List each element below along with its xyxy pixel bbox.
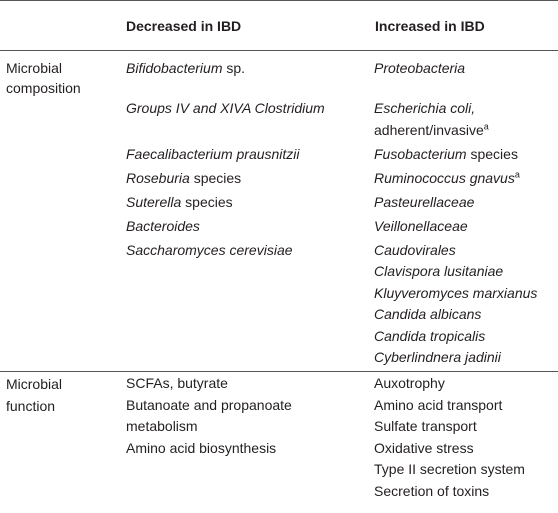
text-segment: sp. [222, 60, 246, 76]
table-cell: SCFAs, butyrate Butanoate and propanoate … [120, 373, 351, 505]
table-cell: Ruminococcus gnavusa [369, 168, 552, 192]
cell-item: Amino acid transport [374, 395, 552, 417]
empty-cell [0, 192, 120, 216]
cell-item: Butanoate and propanoate metabolism [126, 395, 351, 438]
text-segment: Roseburia [126, 169, 190, 186]
empty-cell [0, 98, 120, 144]
text-segment: Fusobacterium [374, 145, 467, 162]
header-row: Decreased in IBD Increased in IBD [0, 1, 558, 51]
text-segment: Pasteurellaceae [374, 193, 475, 210]
text-segment: Butanoate and propanoate metabolism [126, 396, 292, 435]
text-segment: Saccharomyces cerevisiae [126, 241, 293, 258]
cell-item: Fusobacterium species [374, 144, 552, 166]
cell-item: Escherichia coli, adherent/invasivea [374, 98, 552, 141]
section-grid: Microbial function SCFAs, butyrate Butanoa… [0, 373, 558, 505]
empty-cell [0, 240, 120, 372]
text-segment: a [483, 120, 489, 131]
cell-item: Proteobacteria [374, 58, 552, 80]
table-cell: Auxotrophy Amino acid transport Sulfate tr… [369, 373, 552, 505]
cell-item: Ruminococcus gnavusa [374, 168, 552, 190]
text-segment: Cyberlindnera jadinii [374, 349, 501, 365]
table-cell: Saccharomyces cerevisiae [120, 240, 351, 372]
cell-item: Faecalibacterium prausnitzii [126, 144, 351, 166]
row-label: Microbial composition [6, 60, 81, 96]
cell-item: Pasteurellaceae [374, 192, 552, 214]
text-segment: Groups IV and XIVA Clostridium [126, 100, 325, 116]
table-cell: Proteobacteria [369, 58, 552, 98]
table-cell: Veillonellaceae [369, 216, 552, 240]
text-segment: Caudovirales [374, 241, 456, 258]
table-body: Microbial composition Bifidobacterium sp.… [0, 51, 558, 513]
text-segment: Bifidobacterium [126, 60, 223, 76]
table-cell: Suterella species [120, 192, 351, 216]
text-segment: Suterella [126, 193, 182, 210]
empty-cell [0, 216, 120, 240]
cell-item: Suterella species [126, 192, 351, 214]
text-segment: adherent/invasive [374, 121, 484, 138]
table-cell: Fusobacterium species [369, 144, 552, 168]
table-section: Microbial function SCFAs, butyrate Butanoa… [0, 372, 558, 513]
cell-item: Type II secretion system [374, 459, 552, 481]
text-segment: Oxidative stress [374, 439, 474, 456]
cell-item: Bacteroides [126, 216, 351, 238]
text-segment: Bacteroides [126, 217, 200, 234]
table-section: Microbial composition Bifidobacterium sp.… [0, 51, 558, 372]
text-segment: Amino acid biosynthesis [126, 439, 277, 456]
table-cell: Bacteroides [120, 216, 351, 240]
text-segment: Candida albicans [374, 306, 482, 322]
cell-item: Bifidobacterium sp. [126, 58, 351, 80]
table-cell: Bifidobacterium sp. [120, 58, 351, 98]
table-cell: Groups IV and XIVA Clostridium [120, 98, 351, 144]
column-header: Increased in IBD [375, 17, 485, 34]
text-segment: Secretion of toxins [374, 482, 490, 499]
cell-item: Secretion of toxins [374, 481, 552, 503]
text-segment: Sulfate transport [374, 418, 477, 434]
text-segment: Auxotrophy [374, 375, 445, 391]
cell-item: Candida albicans [374, 304, 552, 326]
text-segment: Type II secretion system [374, 461, 525, 477]
column-header: Decreased in IBD [126, 17, 242, 34]
text-segment: Ruminococcus gnavus [374, 169, 515, 186]
text-segment: species [466, 145, 518, 162]
text-segment: SCFAs, butyrate [126, 375, 228, 391]
empty-cell [0, 168, 120, 192]
cell-item: Oxidative stress [374, 438, 552, 460]
cell-item: Kluyveromyces marxianus [374, 283, 552, 305]
table-cell: Faecalibacterium prausnitzii [120, 144, 351, 168]
cell-item: Groups IV and XIVA Clostridium [126, 98, 351, 120]
cell-item: Saccharomyces cerevisiae [126, 240, 351, 262]
cell-item: Clavispora lusitaniae [374, 261, 552, 283]
text-segment: Escherichia coli, [374, 100, 476, 116]
cell-item: Candida tropicalis [374, 326, 552, 348]
text-segment: species [181, 193, 233, 210]
cell-item: Amino acid biosynthesis [126, 438, 351, 460]
cell-item: Auxotrophy [374, 373, 552, 395]
text-segment: a [514, 168, 520, 179]
table-cell: Caudovirales Clavispora lusitaniae Kluyver… [369, 240, 552, 372]
section-grid: Microbial composition Bifidobacterium sp.… [0, 58, 558, 371]
table-cell: Escherichia coli, adherent/invasivea [369, 98, 552, 144]
cell-item: Caudovirales [374, 240, 552, 262]
cell-item: Roseburia species [126, 168, 351, 190]
row-label: Microbial function [6, 376, 63, 414]
text-segment: Candida tropicalis [374, 327, 486, 344]
cell-item: Sulfate transport [374, 416, 552, 438]
table-cell: Roseburia species [120, 168, 351, 192]
empty-cell [0, 144, 120, 168]
text-segment: Kluyveromyces marxianus [374, 284, 538, 301]
text-segment: species [189, 169, 242, 186]
cell-item: SCFAs, butyrate [126, 373, 351, 395]
text-segment: Proteobacteria [374, 60, 466, 76]
text-segment: Clavispora lusitaniae [374, 263, 504, 279]
cell-item: Cyberlindnera jadinii [374, 347, 552, 369]
text-segment: Amino acid transport [374, 396, 503, 413]
text-segment: Veillonellaceae [374, 217, 468, 234]
text-segment: Faecalibacterium prausnitzii [126, 145, 300, 162]
cell-item: Veillonellaceae [374, 216, 552, 238]
table-cell: Pasteurellaceae [369, 192, 552, 216]
